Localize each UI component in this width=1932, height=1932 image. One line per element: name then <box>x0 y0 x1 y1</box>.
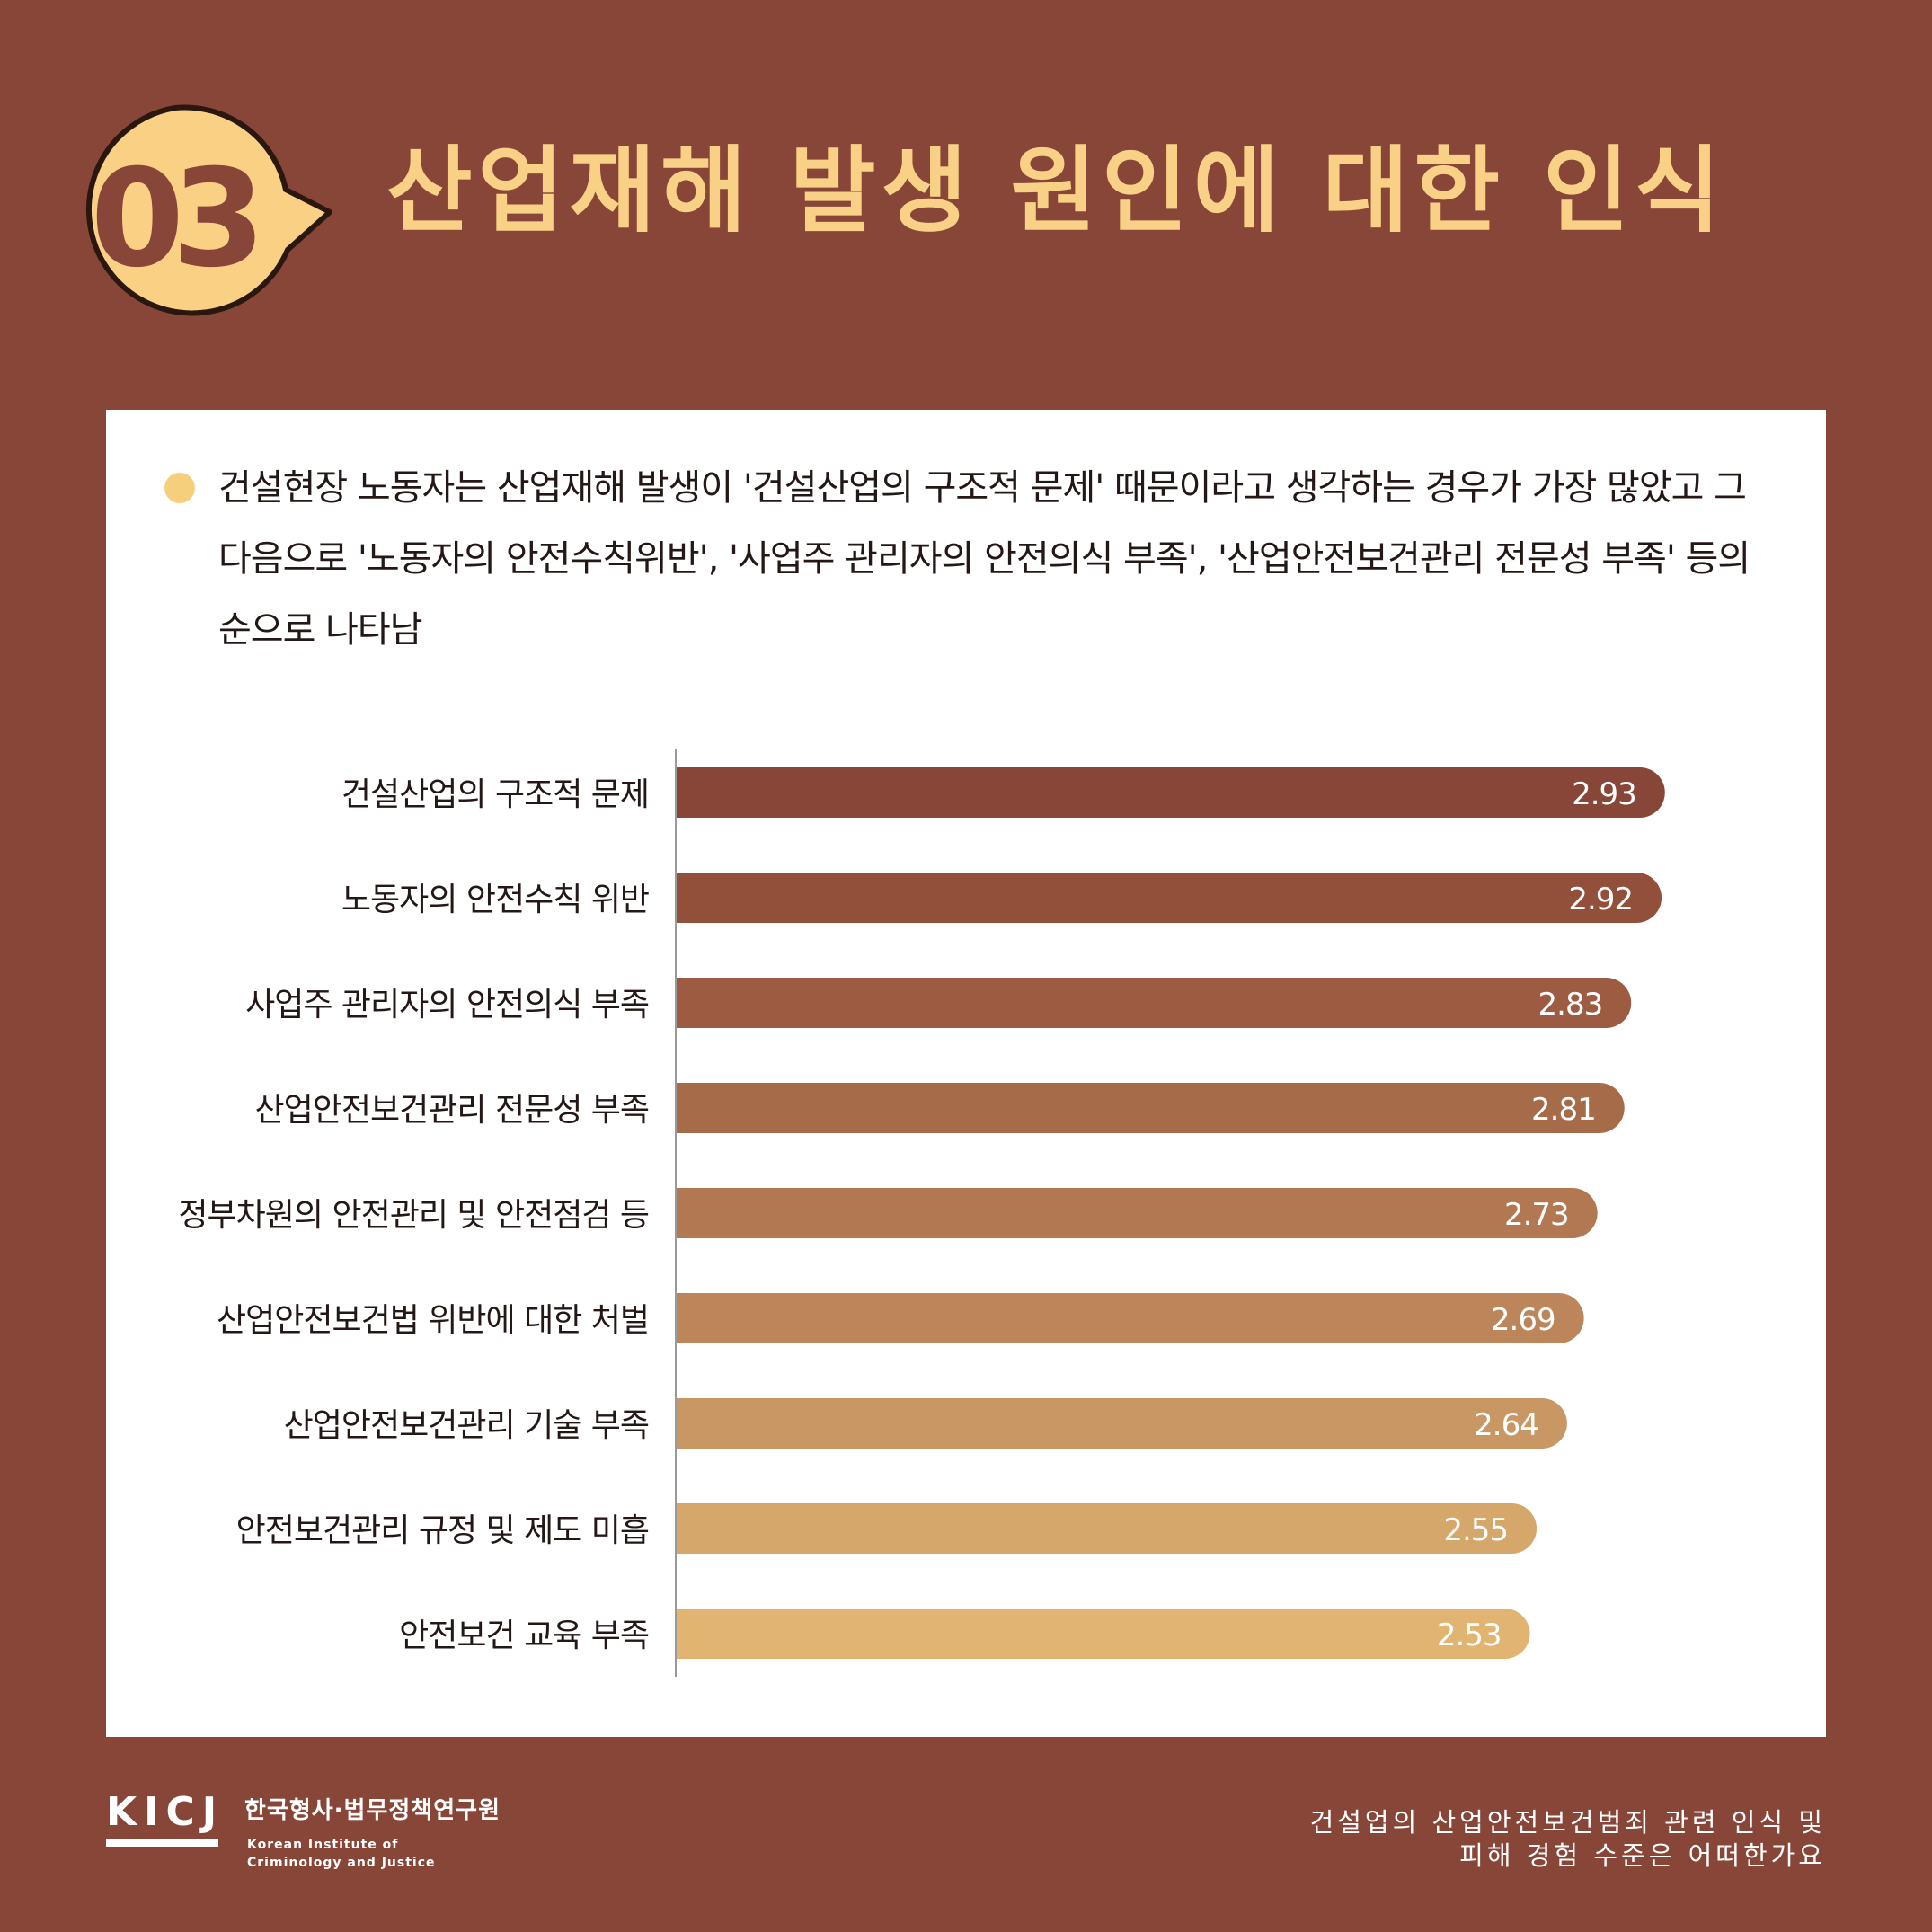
bullet-dot <box>164 473 195 503</box>
category-label: 산업안전보건법 위반에 대한 처벌 <box>217 1302 649 1339</box>
report-title: 건설업의 산업안전보건범죄 관련 인식 및 피해 경험 수준은 어떠한가요 <box>1310 1806 1826 1873</box>
content-card: 건설현장 노동자는 산업재해 발생이 '건설산업의 구조적 문제' 때문이라고 … <box>106 410 1826 1737</box>
bar <box>676 1398 1567 1449</box>
bar-value-label: 2.73 <box>1504 1197 1569 1233</box>
bar <box>676 978 1632 1028</box>
bar <box>676 1609 1530 1659</box>
bar <box>676 1293 1584 1343</box>
bar <box>676 767 1665 818</box>
org-name-english-line1: Korean Institute of <box>247 1838 399 1852</box>
bar-chart: 2.93 건설산업의 구조적 문제 2.92 노동자의 안전수칙 위반 2.83 사업주 … <box>178 749 1665 1677</box>
category-label: 산업안전보건관리 기술 부족 <box>284 1407 649 1444</box>
bar-value-label: 2.81 <box>1531 1092 1596 1128</box>
bar <box>676 1083 1625 1133</box>
category-label: 사업주 관리자의 안전의식 부족 <box>245 987 649 1024</box>
bar-value-label: 2.92 <box>1568 882 1633 917</box>
bar-value-label: 2.69 <box>1491 1302 1555 1338</box>
section-number-badge: 03 <box>86 104 332 316</box>
organization-name: 한국형사·법무정책연구원 Korean Institute of Crimino… <box>244 1792 501 1872</box>
summary-text: 건설현장 노동자는 산업재해 발생이 '건설산업의 구조적 문제' 때문이라고 … <box>218 467 1750 651</box>
org-name-korean: 한국형사·법무정책연구원 <box>244 1797 501 1824</box>
category-label: 안전보건관리 규정 및 제도 미흡 <box>236 1512 649 1549</box>
report-title-line1: 건설업의 산업안전보건범죄 관련 인식 및 <box>1309 1807 1826 1838</box>
logo-text: KICJ <box>106 1789 225 1835</box>
bar <box>676 1503 1538 1554</box>
speech-bubble-shape <box>86 104 332 316</box>
logo-underline <box>106 1839 218 1847</box>
category-label: 안전보건 교육 부족 <box>399 1617 649 1654</box>
org-name-english-line2: Criminology and Justice <box>247 1856 436 1870</box>
bar-value-label: 2.53 <box>1437 1617 1502 1653</box>
category-label: 산업안전보건관리 전문성 부족 <box>255 1092 649 1129</box>
kicj-logo: KICJ <box>106 1793 224 1847</box>
category-label: 건설산업의 구조적 문제 <box>341 776 649 813</box>
bar-value-label: 2.83 <box>1538 987 1603 1023</box>
bar <box>676 873 1662 923</box>
section-number: 03 <box>91 141 255 297</box>
category-label: 노동자의 안전수칙 위반 <box>341 882 649 918</box>
category-label: 정부차원의 안전관리 및 안전점검 등 <box>178 1197 649 1234</box>
bar <box>676 1188 1598 1238</box>
bar-value-label: 2.93 <box>1572 776 1636 812</box>
bar-value-label: 2.55 <box>1443 1512 1508 1548</box>
bar-value-label: 2.64 <box>1474 1407 1538 1443</box>
report-title-line2: 피해 경험 수준은 어떠한가요 <box>1459 1840 1826 1871</box>
page-title: 산업재해 발생 원인에 대한 인식 <box>386 136 1726 245</box>
